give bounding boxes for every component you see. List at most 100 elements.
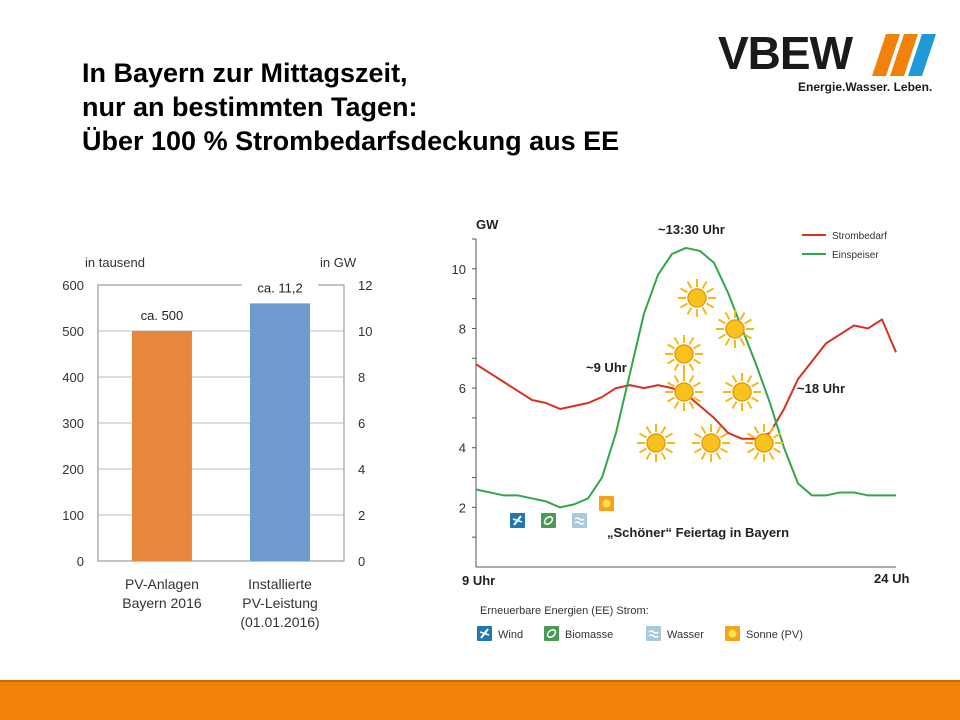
page-title: In Bayern zur Mittagszeit, nur an bestim… [82,56,619,158]
bar-value-label: ca. 11,2 [257,280,302,295]
sun-ray [693,343,701,350]
sun-ray [725,396,733,403]
y-axis-label: GW [476,217,499,232]
sun-ray [706,302,714,309]
left-tick-label: 200 [62,462,84,477]
left-tick-label: 500 [62,324,84,339]
ee-icons-in-chart [510,496,614,528]
bar-category-label: Installierte [248,576,312,592]
sun-ray [660,426,667,434]
sun-disc [674,382,694,402]
wind-icon [477,626,492,641]
sun-ray [680,302,688,309]
y-tick-label: 6 [459,381,466,396]
sun-disc [687,288,707,308]
sun-ray [718,333,726,340]
sun-ray [693,381,701,388]
water-wave [648,634,659,638]
sun-ray [744,318,752,325]
sun-ray [739,312,746,320]
sun-ray [731,401,738,409]
annotation-bg [599,522,847,543]
bar-value-label: ca. 500 [141,308,184,323]
sun-ray [731,375,738,383]
bar-category-label: Bayern 2016 [122,595,202,611]
sun-disc [674,344,694,364]
logo-stripe-blue [908,34,936,76]
leaf-icon [544,626,559,641]
title-line-2: nur an bestimmten Tagen: [82,92,418,122]
sun-ray [673,375,680,383]
water-wave [574,517,585,521]
sun-ray [751,396,759,403]
sun-ray [724,312,731,320]
ee-legend-label: Wind [498,629,523,641]
leaf-icon-bg [544,626,559,641]
sun-ray [715,452,722,460]
sun-ray [747,447,755,454]
left-tick-label: 400 [62,370,84,385]
annotation-label: ~18 Uhr [797,381,845,396]
ee-legend-label: Wasser [667,629,704,641]
sun-icon [692,424,730,462]
legend-label: Strombedarf [832,231,887,242]
sun-ray [746,375,753,383]
sun-ray [700,452,707,460]
sun-icon [723,373,761,411]
annotation-label: ~13:30 Uhr [658,222,725,237]
sun-ray [665,447,673,454]
leaf-icon [541,513,556,528]
sun-icon [725,626,740,641]
sun-ray [768,452,775,460]
sun-disc [732,382,752,402]
sun-ray [773,432,781,439]
sun-icon [665,373,703,411]
wind-blade [512,518,523,523]
sun-ray [739,338,746,346]
logo-stripes-icon [872,34,936,76]
y-tick-label: 2 [459,500,466,515]
sun-ray [693,358,701,365]
bar-label-bg [123,304,200,326]
left-axis-label: in tausend [85,255,145,270]
sun-icon [745,424,783,462]
leaf-shape [543,516,554,525]
water-wave [648,630,659,634]
wind-icon [510,513,525,528]
sun-ray [686,307,693,315]
right-tick-label: 6 [358,416,365,431]
sun-disc [754,433,774,453]
sun-ray [701,307,708,315]
sun-ray [688,401,695,409]
sun-ray [667,358,675,365]
bar [250,303,311,561]
sun-icon [637,424,675,462]
ee-legend-item: Wasser [646,626,704,641]
right-tick-label: 0 [358,554,365,569]
sun-ray [753,452,760,460]
ee-legend-label: Biomasse [565,629,613,641]
logo-slogan: Energie.Wasser. Leben. [798,80,933,94]
sun-ray [665,432,673,439]
footer-bar [0,680,960,720]
left-tick-label: 300 [62,416,84,431]
ee-label: Erneuerbare Energien (EE) Strom: [480,605,649,617]
sun-disc [701,433,721,453]
sun-icon-disc [602,499,611,508]
sun-ray [746,401,753,409]
sun-ray [720,447,728,454]
sun-ray [701,281,708,289]
sun-ray [645,452,652,460]
sun-ray [667,396,675,403]
annotation-label: „Schöner“ Feiertag in Bayern [607,525,789,540]
sun-icon [665,335,703,373]
series-line-einspeiser [475,246,896,509]
leaf-icon-bg [541,513,556,528]
sun-ray [693,396,701,403]
bar-category-label: PV-Anlagen [125,576,199,592]
left-tick-label: 100 [62,508,84,523]
sun-ray [773,447,781,454]
ee-legend-item: Wind [477,626,523,641]
sun-ray [673,401,680,409]
logo-stripe-orange-1 [872,34,900,76]
